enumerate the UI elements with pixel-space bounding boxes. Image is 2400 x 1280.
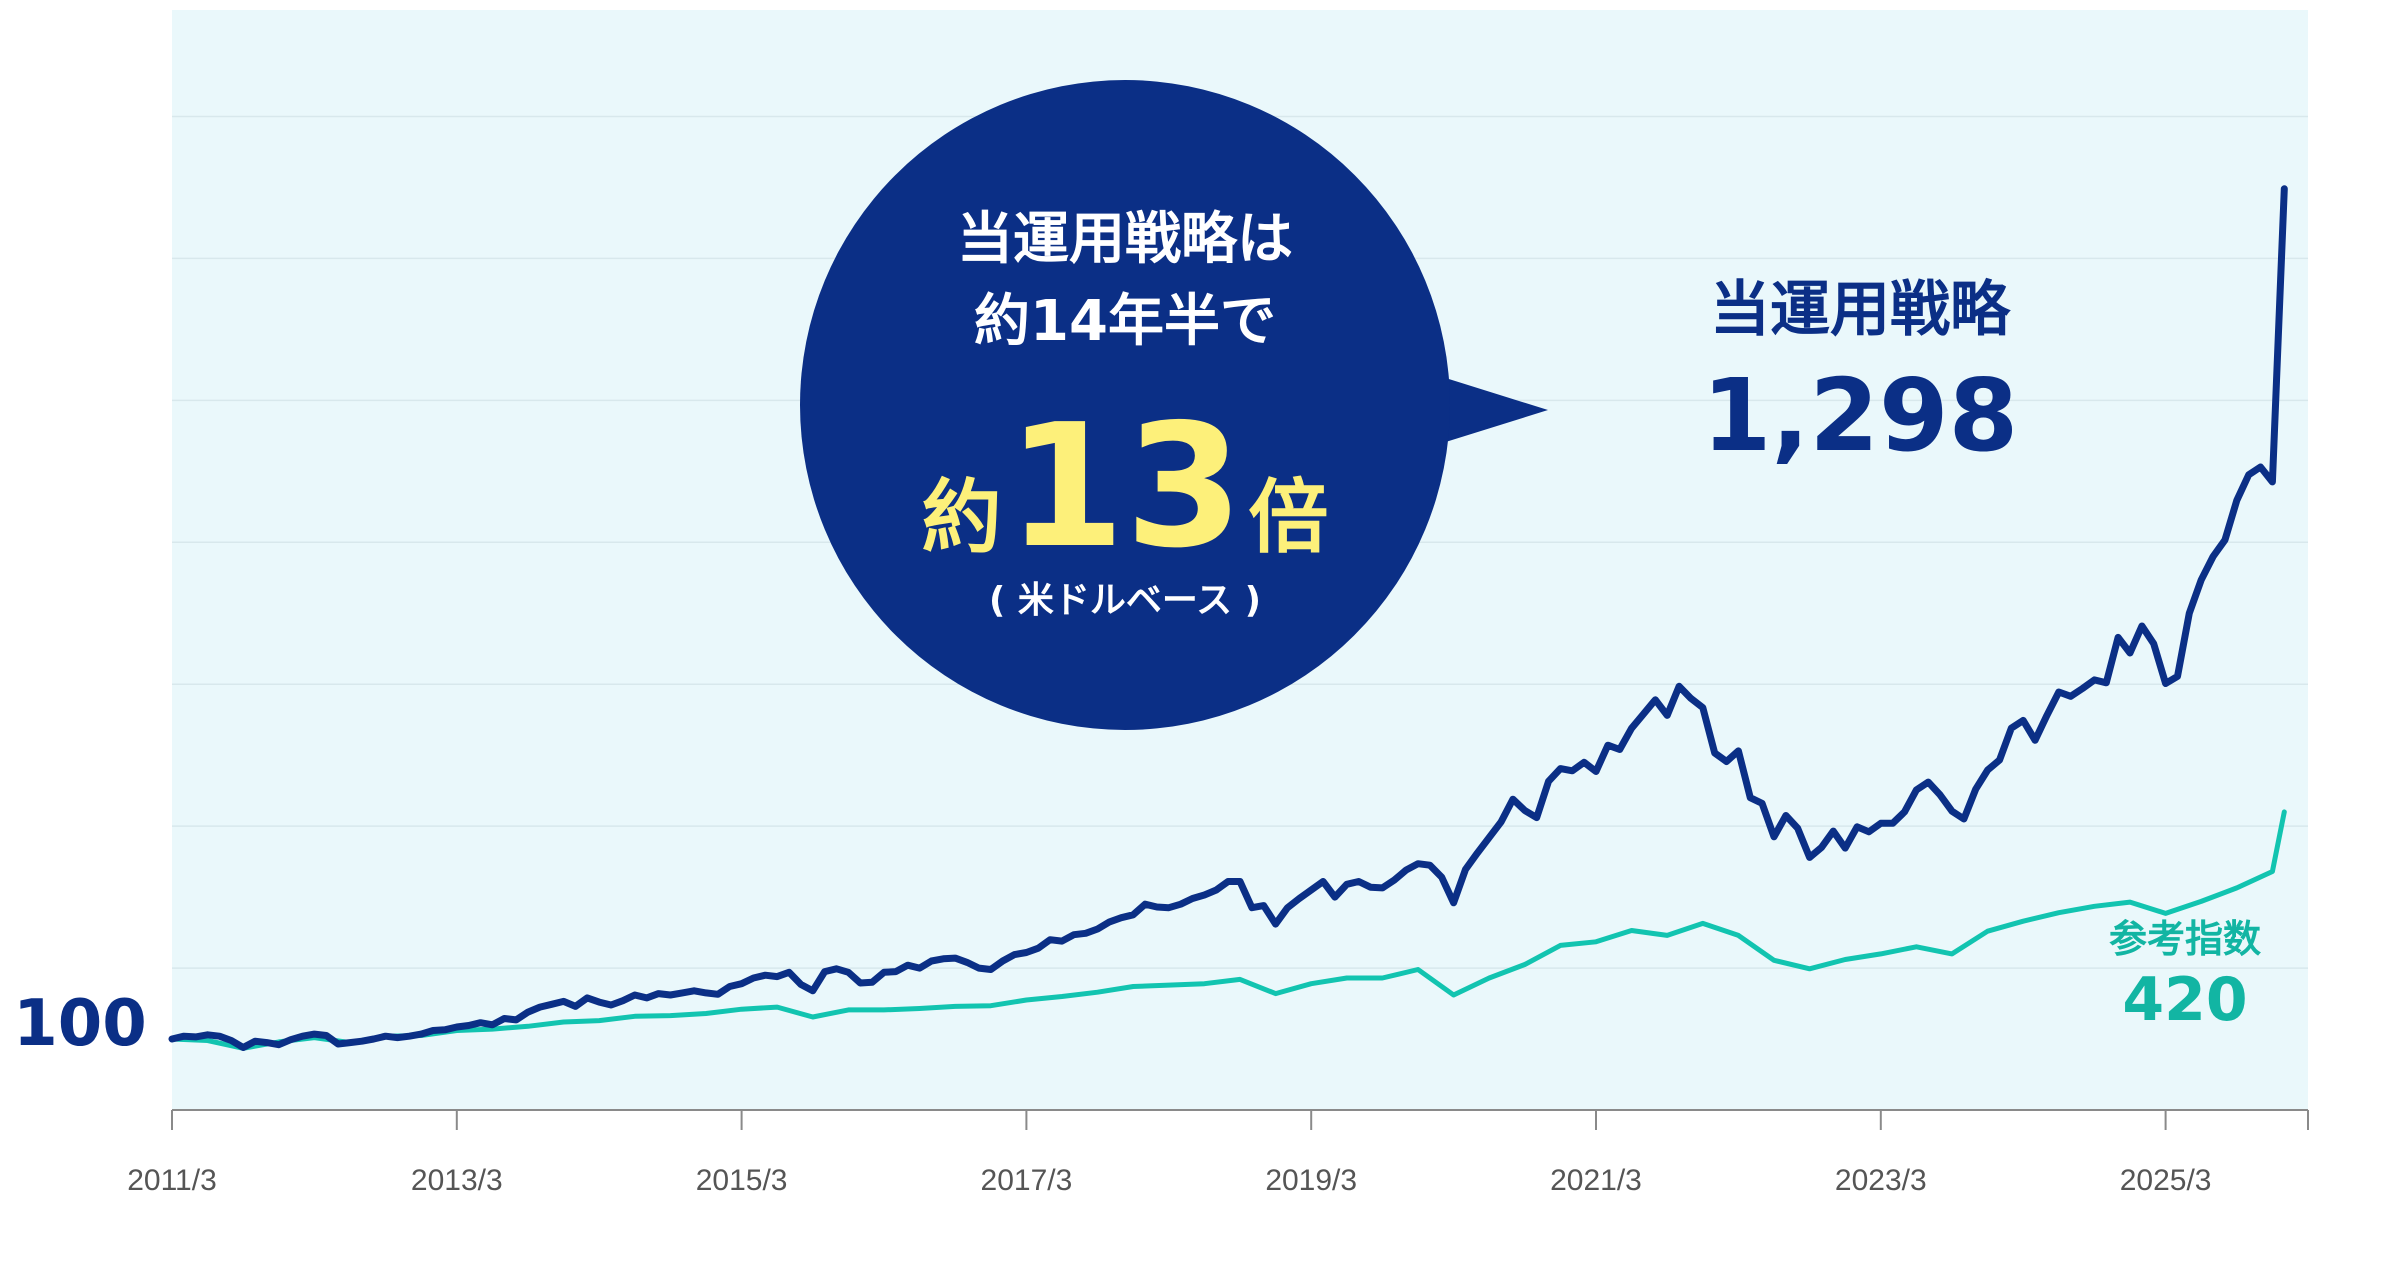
x-tick-label: 2023/3 [1835, 1164, 1927, 1197]
callout-pointer [1420, 370, 1548, 450]
callout-circle [800, 80, 1450, 730]
callout-line-2: 約14年半で [974, 289, 1276, 354]
callout-multiple-prefix: 約 [922, 471, 1002, 564]
series-2-name-label: 参考指数 [2109, 917, 2261, 961]
series-1-name-label: 当運用戦略 [1710, 275, 2011, 345]
series-line-reference-index [169, 809, 2287, 1051]
series-2-end-value-label: 420 [2122, 965, 2247, 1035]
callout-multiple-number: 13 [1007, 388, 1244, 586]
callout-multiple-suffix: 倍 [1248, 471, 1328, 564]
x-tick-label: 2019/3 [1265, 1164, 1357, 1197]
series-lines [168, 185, 2288, 1051]
start-value-label: 100 [13, 987, 147, 1061]
callout-note: ( 米ドルベース ) [989, 580, 1261, 621]
x-tick-label: 2017/3 [981, 1164, 1073, 1197]
callout-multiple: 約 13 倍 [922, 388, 1329, 586]
x-tick-label: 2021/3 [1550, 1164, 1642, 1197]
callout-line-1: 当運用戦略は [957, 207, 1293, 272]
series-line-strategy [168, 185, 2288, 1051]
x-tick-label: 2013/3 [411, 1164, 503, 1197]
x-tick-label: 2011/3 [127, 1164, 217, 1197]
x-tick-label: 2015/3 [696, 1164, 788, 1197]
x-axis-ticks: 2011/3 2013/3 2015/3 2017/3 2019/3 2021/3 2023… [127, 1110, 2309, 1197]
x-tick-label: 2025/3 [2120, 1164, 2212, 1197]
callout-bubble: 当運用戦略は 約14年半で 約 13 倍 ( 米ドルベース ) [800, 80, 1548, 730]
series-1-end-value-label: 1,298 [1702, 357, 2018, 474]
